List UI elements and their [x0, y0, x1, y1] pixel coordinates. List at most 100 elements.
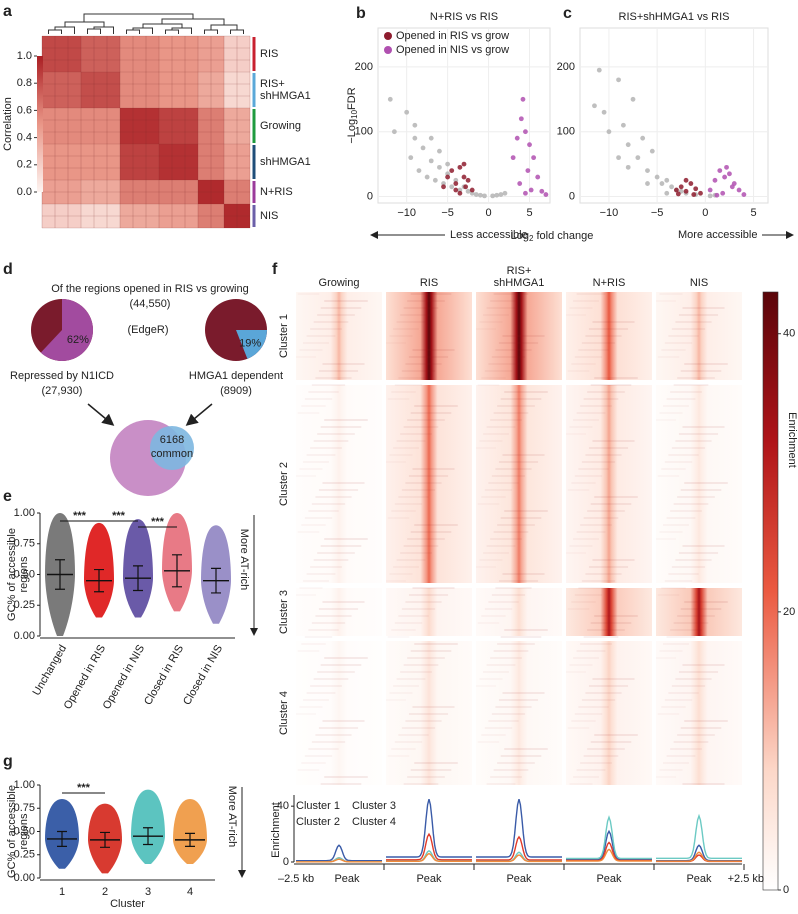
profile-line	[296, 858, 382, 863]
pie-name: HMGA1 dependent	[189, 370, 283, 382]
point	[457, 164, 463, 170]
legend-label: Opened in RIS vs grow	[396, 30, 509, 42]
point	[693, 186, 699, 192]
colorbar-tick-label: 0	[783, 884, 789, 896]
y-tick-label: 0	[367, 190, 373, 202]
point	[412, 135, 418, 141]
venn-circle	[150, 426, 194, 470]
point	[543, 192, 549, 197]
arrow	[185, 403, 213, 426]
legend-label: Cluster 1	[296, 800, 340, 812]
point	[616, 77, 621, 83]
profile-line	[566, 829, 652, 861]
heatmap-cell	[42, 204, 81, 228]
y-tick-label: 0.25	[14, 599, 35, 611]
heatmap-cell	[120, 204, 159, 228]
panel-letter: b	[356, 5, 366, 22]
legend-swatch	[384, 46, 392, 54]
annotation: More AT-rich	[238, 529, 250, 591]
point	[408, 155, 414, 161]
x-tick-label: –2.5 kb	[278, 873, 314, 885]
heatmap-cell	[476, 588, 562, 636]
point	[664, 177, 670, 183]
heatmap-cell	[656, 385, 742, 583]
heatmap-cell	[42, 144, 81, 180]
venn-count: 6168	[160, 434, 184, 446]
distribution	[173, 798, 207, 865]
heatmap-cell	[224, 204, 250, 228]
y-axis-label: GC% of accessible	[6, 528, 18, 621]
point	[620, 122, 626, 128]
y-tick-label: 0.00	[14, 872, 35, 884]
point	[523, 190, 528, 196]
pie-label: 19%	[239, 337, 261, 349]
heatmap-cell	[224, 108, 250, 144]
point	[465, 177, 471, 183]
heatmap-cell	[476, 292, 562, 380]
label-sub: 10	[350, 109, 359, 118]
point	[428, 135, 434, 141]
heatmap-cell	[476, 385, 562, 583]
heatmap-cell	[198, 108, 224, 144]
pie-count: (27,930)	[42, 385, 83, 397]
point	[463, 184, 469, 190]
point	[387, 96, 393, 102]
group-label: RIS+	[260, 78, 285, 90]
point	[449, 168, 455, 173]
panel-letter: g	[3, 753, 13, 770]
point	[494, 192, 500, 198]
y-tick-label: 0.00	[14, 630, 35, 642]
heatmap-cell	[81, 108, 120, 144]
axis-note: More accessible	[678, 229, 757, 241]
heatmap-cell	[159, 144, 198, 180]
distribution	[131, 789, 165, 865]
profile-line	[656, 813, 742, 859]
group-label: RIS	[260, 48, 278, 60]
heatmap-cell	[386, 641, 472, 785]
point	[674, 187, 679, 193]
point	[416, 168, 422, 173]
heatmap-cell	[566, 292, 652, 380]
y-tick-label: 1.00	[14, 779, 35, 791]
heatmap-cell	[566, 641, 652, 785]
colorbar-tick-label: 0.8	[17, 77, 32, 89]
x-axis-label: Cluster	[110, 898, 145, 910]
point	[640, 135, 646, 141]
cluster-label: Cluster 4	[278, 691, 290, 735]
point	[630, 96, 636, 102]
x-tick-label: Closed in NIS	[181, 643, 225, 707]
point	[490, 193, 496, 199]
x-tick-label: Opened in RIS	[62, 643, 108, 711]
heatmap-cell	[159, 204, 198, 228]
point	[498, 192, 504, 197]
x-tick-label: Peak	[686, 873, 712, 885]
profile-line	[566, 815, 652, 860]
point	[691, 192, 697, 197]
panel-letter: f	[272, 261, 278, 278]
profile-line	[476, 799, 562, 858]
point	[741, 192, 747, 197]
panel-letter: c	[563, 5, 572, 22]
point	[714, 192, 720, 198]
point	[420, 145, 426, 151]
pie-slice	[236, 330, 267, 359]
heatmap-cell	[198, 204, 224, 228]
significance-label: ***	[77, 782, 91, 794]
point	[432, 177, 438, 183]
x-tick-label: Peak	[506, 873, 532, 885]
point	[717, 168, 723, 173]
x-tick-label: 4	[187, 886, 193, 898]
x-tick-label: Unchanged	[31, 643, 70, 698]
label-part: Log	[511, 230, 529, 242]
point	[669, 184, 674, 190]
point	[465, 188, 471, 194]
point	[525, 168, 531, 173]
point	[445, 161, 451, 167]
x-tick-label: 5	[526, 207, 532, 219]
point	[675, 191, 681, 197]
y-tick-label: 1.00	[14, 507, 35, 519]
heatmap-cell	[386, 588, 472, 636]
point	[424, 174, 430, 180]
heatmap-cell	[81, 144, 120, 180]
profile-line	[386, 832, 472, 861]
